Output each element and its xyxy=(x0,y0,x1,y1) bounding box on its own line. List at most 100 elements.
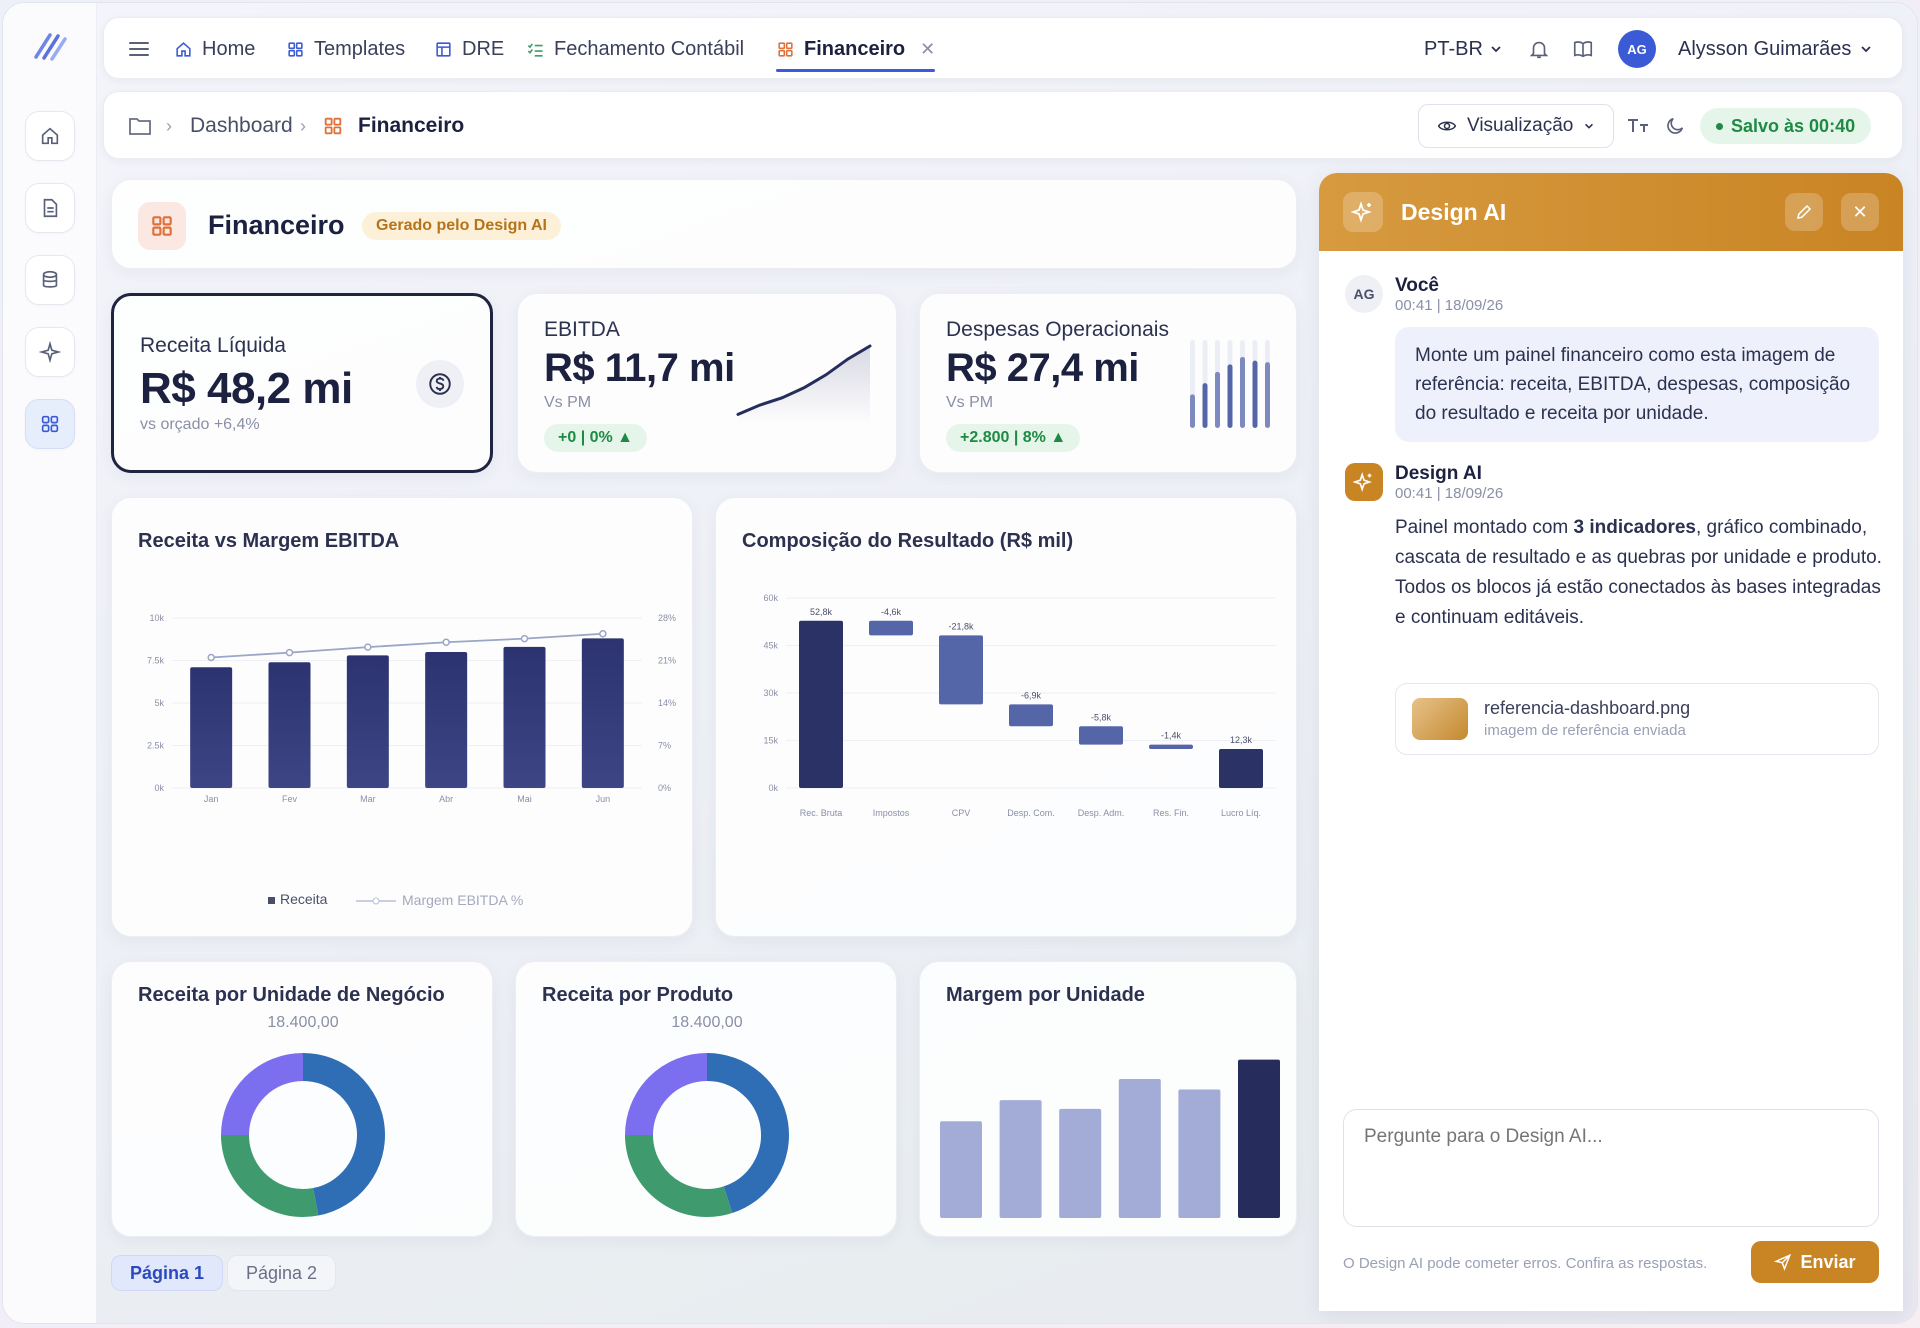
chart-title: Receita por Produto xyxy=(542,984,734,1006)
waterfall-bar xyxy=(939,635,983,705)
rail-dashboards-button[interactable] xyxy=(25,399,75,449)
folder-button[interactable] xyxy=(128,92,152,160)
chart-title: Margem por Unidade xyxy=(946,984,1145,1006)
close-icon[interactable]: ✕ xyxy=(920,38,936,59)
mini-bar xyxy=(1265,362,1270,428)
ai-message-part: , gráfico combinado, cascata de resultad… xyxy=(1395,517,1882,628)
attachment[interactable]: referencia-dashboard.png imagem de refer… xyxy=(1395,683,1879,755)
tab-label: Home xyxy=(202,37,256,60)
waterfall-chart: 0k 15k 30k 45k 60k 52,8k Rec. Bruta -4,6k Impost… xyxy=(763,593,1276,818)
breadcrumb-dashboard[interactable]: Dashboard xyxy=(190,92,293,160)
attachment-name: referencia-dashboard.png xyxy=(1484,698,1691,718)
grid-icon xyxy=(288,41,303,57)
dashboard-icon xyxy=(138,202,186,250)
view-mode-button[interactable]: Visualização xyxy=(1418,104,1615,148)
chevron-down-icon xyxy=(1491,46,1501,53)
status-badge: Salvo às 00:40 xyxy=(1700,108,1872,144)
point-margem xyxy=(442,638,450,647)
ai-generated-badge: Gerado pelo Design AI xyxy=(362,212,561,240)
tab-templates[interactable]: Templates xyxy=(286,18,405,80)
tab-label: Fechamento Contábil xyxy=(554,37,745,60)
waterfall-bar xyxy=(799,620,843,788)
legend-label: Receita xyxy=(280,891,328,907)
moon-icon xyxy=(1667,117,1684,134)
kpi-card-despesas[interactable]: Despesas Operacionais R$ 27,4 mi Vs PM +… xyxy=(919,293,1297,473)
page-1-button[interactable]: Página 1 xyxy=(111,1255,224,1291)
margem-bar xyxy=(1238,1059,1280,1218)
tab-financeiro[interactable]: Financeiro ✕ xyxy=(776,18,936,80)
breadcrumb-separator: › xyxy=(300,115,306,136)
close-icon: ✕ xyxy=(1852,201,1868,222)
top-bar: Home Templates DRE Fechamento Contábil F… xyxy=(103,17,1903,79)
sparkle-icon xyxy=(1343,192,1383,232)
y2-tick-label: 28% xyxy=(658,613,676,623)
chart-receita-margem: Receita vs Margem EBITDA 0k 0% 2.5k 7% 5k 14%… xyxy=(111,497,693,937)
rail-database-button[interactable] xyxy=(25,255,75,305)
kpi-card-receita[interactable]: Receita Líquida R$ 48,2 mi vs orçado +6,… xyxy=(111,293,493,473)
y-tick-label: 2.5k xyxy=(147,741,165,751)
send-button[interactable]: Enviar xyxy=(1751,1241,1879,1283)
mini-bar xyxy=(1215,371,1220,428)
tab-dre[interactable]: DRE xyxy=(434,18,504,80)
language-select[interactable]: PT-BR xyxy=(1424,18,1503,80)
send-icon xyxy=(1774,1253,1792,1271)
mini-bar xyxy=(1240,356,1245,428)
sparkline-line xyxy=(736,344,872,416)
notifications-button[interactable] xyxy=(1528,18,1550,80)
tab-label: DRE xyxy=(462,37,505,60)
tab-home[interactable]: Home xyxy=(174,18,255,80)
page-header: Financeiro Gerado pelo Design AI xyxy=(111,179,1297,269)
menu-icon[interactable] xyxy=(128,38,150,60)
design-ai-panel: Design AI ✕ AG Você 00:41 | 18/09/26 Mon… xyxy=(1319,173,1903,1311)
dollar-icon xyxy=(416,360,464,408)
chevron-down-icon xyxy=(1585,123,1594,129)
tab-fechamento-contabil[interactable]: Fechamento Contábil xyxy=(526,18,744,80)
edit-button[interactable] xyxy=(1785,193,1823,231)
grid-icon xyxy=(41,415,59,433)
close-panel-button[interactable]: ✕ xyxy=(1841,193,1879,231)
margem-bar xyxy=(1178,1089,1221,1218)
page-2-button[interactable]: Página 2 xyxy=(227,1255,337,1291)
folder-icon xyxy=(129,118,151,135)
font-size-button[interactable] xyxy=(1626,92,1650,160)
image-thumbnail xyxy=(1412,698,1468,740)
point-margem xyxy=(207,653,215,662)
legend-label: Margem EBITDA % xyxy=(402,892,523,908)
y2-tick-label: 14% xyxy=(658,698,676,708)
docs-button[interactable] xyxy=(1572,18,1594,80)
rail-home-button[interactable] xyxy=(25,111,75,161)
chart-receita-produto: Receita por Produto 18.400,00 xyxy=(515,961,897,1237)
view-mode-label: Visualização xyxy=(1467,115,1574,136)
table-icon xyxy=(436,41,451,57)
kpi-card-ebitda[interactable]: EBITDA R$ 11,7 mi Vs PM +0 | 0% ▲ xyxy=(517,293,897,473)
kpi-value: R$ 27,4 mi xyxy=(946,346,1139,390)
rail-documents-button[interactable] xyxy=(25,183,75,233)
user-menu[interactable]: AG Alysson Guimarães xyxy=(1618,18,1873,80)
breadcrumb-label: Dashboard xyxy=(190,114,293,137)
kpi-title: Receita Líquida xyxy=(140,334,286,357)
point-margem xyxy=(520,634,529,643)
ai-prompt-input[interactable] xyxy=(1343,1109,1879,1227)
waterfall-bar xyxy=(1219,749,1263,788)
point-margem xyxy=(285,648,294,657)
text-size-icon xyxy=(1628,119,1648,132)
user-name: Alysson Guimarães xyxy=(1678,37,1852,60)
data-label: -6,9k xyxy=(1021,690,1042,700)
y-tick-label: 10k xyxy=(149,613,164,623)
theme-toggle[interactable] xyxy=(1664,92,1686,160)
point-margem xyxy=(364,643,372,651)
rail-ai-button[interactable] xyxy=(25,327,75,377)
chart-title: Receita vs Margem EBITDA xyxy=(138,530,400,552)
kpi-change-chip: +0 | 0% ▲ xyxy=(544,424,648,452)
ai-panel-title: Design AI xyxy=(1401,199,1507,225)
y-tick-label: 0k xyxy=(768,783,778,793)
x-tick-label: Desp. Com. xyxy=(1007,808,1055,818)
mini-bar xyxy=(1227,364,1233,428)
chart-composicao-resultado: Composição do Resultado (R$ mil) 0k 15k 30… xyxy=(715,497,1297,937)
breadcrumb: › Dashboard › Financeiro Visualização Sa… xyxy=(103,91,1903,159)
y-tick-label: 0k xyxy=(154,783,164,793)
y-tick-label: 7.5k xyxy=(147,656,165,666)
bar-receita xyxy=(503,646,546,788)
data-label: -4,6k xyxy=(881,607,902,617)
ai-avatar xyxy=(1345,463,1383,501)
